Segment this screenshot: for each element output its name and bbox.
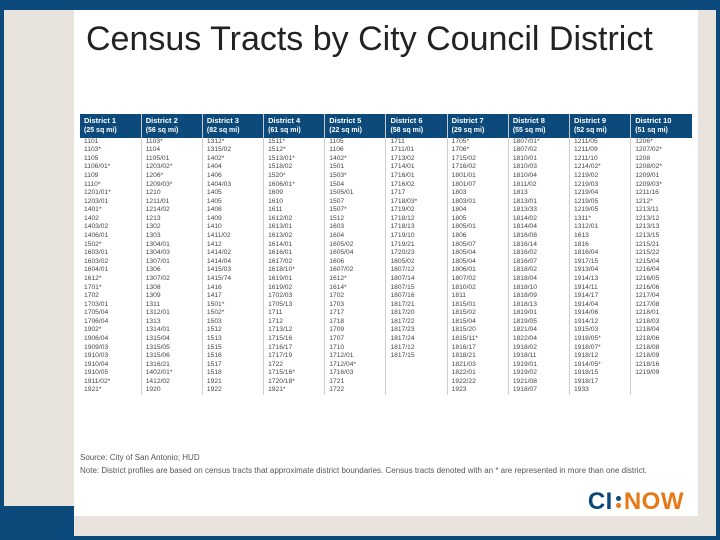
tract-cell: 1211/051211/091211/101214/02*1219/021219…: [570, 138, 631, 395]
cinow-logo: CI NOW: [588, 488, 684, 516]
district-name: District 9: [574, 116, 606, 125]
bottom-left-accent: [4, 506, 74, 536]
page-title: Census Tracts by City Council District: [86, 22, 692, 58]
district-sqmi: (55 sq mi): [513, 127, 565, 135]
district-sqmi: (52 sq mi): [574, 127, 626, 135]
district-sqmi: (25 sq mi): [84, 127, 137, 135]
footnotes: Source: City of San Antonio; HUD Note: D…: [80, 453, 692, 476]
district-name: District 1: [84, 116, 116, 125]
district-sqmi: (29 sq mi): [452, 127, 504, 135]
tract-cell: 1312*1315/021402*140414061404/0314051405…: [202, 138, 263, 395]
column-header: District 7 (29 sq mi): [447, 114, 508, 138]
tract-cell: 1103*11041105/011203/02*1206*1209/03*121…: [141, 138, 202, 395]
tract-cell: 1807/01*1807/021810/011810/031810/041811…: [508, 138, 569, 395]
column-header: District 10 (51 sq mi): [631, 114, 692, 138]
table-body-row: 11011103*11051106/01*11091110*1201/01*12…: [80, 138, 692, 395]
district-name: District 4: [268, 116, 300, 125]
district-name: District 8: [513, 116, 545, 125]
tract-cell: 1206*1207/02*12081208/02*1209/011209/03*…: [631, 138, 692, 395]
district-name: District 5: [329, 116, 361, 125]
column-header: District 3 (82 sq mi): [202, 114, 263, 138]
table-container: District 1 (25 sq mi) District 2 (56 sq mi)…: [80, 114, 692, 395]
note-line: Note: District profiles are based on cen…: [80, 466, 692, 476]
column-header: District 9 (52 sq mi): [570, 114, 631, 138]
table-header-row: District 1 (25 sq mi) District 2 (56 sq mi)…: [80, 114, 692, 138]
tract-cell: 1511*1512*1513/01*1518/021520*1606/01*16…: [264, 138, 325, 395]
district-name: District 10: [635, 116, 671, 125]
district-name: District 6: [390, 116, 422, 125]
column-header: District 2 (56 sq mi): [141, 114, 202, 138]
district-sqmi: (61 sq mi): [268, 127, 320, 135]
district-name: District 3: [207, 116, 239, 125]
tract-cell: 1705*1706*1715/021716/021801/011801/0718…: [447, 138, 508, 395]
column-header: District 4 (61 sq mi): [264, 114, 325, 138]
column-header: District 8 (55 sq mi): [508, 114, 569, 138]
logo-colon-icon: [616, 494, 621, 510]
source-line: Source: City of San Antonio; HUD: [80, 453, 692, 463]
tract-cell: 11011103*11051106/01*11091110*1201/01*12…: [80, 138, 141, 395]
logo-now: NOW: [624, 488, 684, 515]
slide: Census Tracts by City Council District D…: [0, 0, 720, 540]
district-sqmi: (82 sq mi): [207, 127, 259, 135]
district-sqmi: (58 sq mi): [390, 127, 442, 135]
district-name: District 7: [452, 116, 484, 125]
district-sqmi: (56 sq mi): [146, 127, 198, 135]
district-sqmi: (22 sq mi): [329, 127, 381, 135]
tract-cell: 110511061402*15011503*15041505/011507150…: [325, 138, 386, 395]
column-header: District 5 (22 sq mi): [325, 114, 386, 138]
column-header: District 6 (58 sq mi): [386, 114, 447, 138]
districts-table: District 1 (25 sq mi) District 2 (56 sq mi)…: [80, 114, 692, 395]
district-sqmi: (51 sq mi): [635, 127, 688, 135]
tract-cell: 17111711/011713/021714/011716/011716/021…: [386, 138, 447, 395]
district-name: District 2: [146, 116, 178, 125]
column-header: District 1 (25 sq mi): [80, 114, 141, 138]
logo-ci: CI: [588, 488, 613, 515]
